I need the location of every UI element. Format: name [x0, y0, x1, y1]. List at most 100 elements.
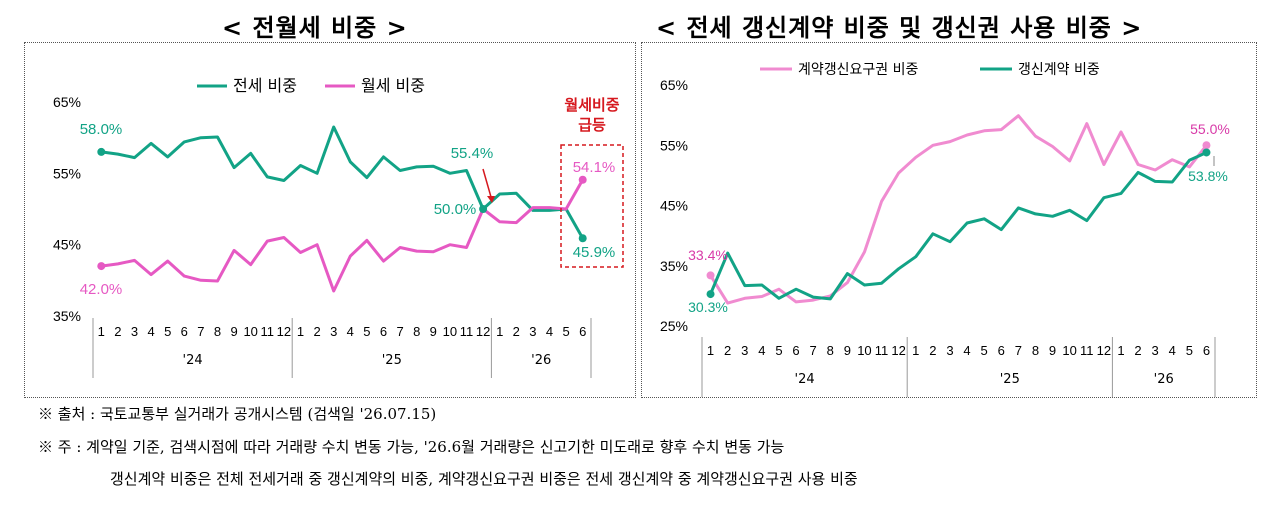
series-line-2	[709, 151, 1208, 301]
x-tick-label: 6	[380, 324, 387, 339]
source-note: ※ 출처 : 국토교통부 실거래가 공개시스템 (검색일 '26.07.15)	[38, 405, 437, 423]
x-year-label: '24	[795, 372, 815, 387]
data-point	[578, 175, 587, 184]
x-tick-label: 5	[363, 324, 370, 339]
x-tick-label: 3	[741, 343, 748, 358]
y-tick-label: 65%	[660, 77, 688, 93]
x-tick-label: 9	[230, 324, 237, 339]
x-tick-label: 5	[981, 343, 988, 358]
x-tick-label: 5	[562, 324, 569, 339]
right-chart-title: < 전세 갱신계약 비중 및 갱신권 사용 비중 >	[656, 14, 1143, 42]
series-line-1	[709, 114, 1208, 305]
x-year-label: '25	[1000, 372, 1020, 387]
right-chart: 65%55%45%35%25%'24'25'261 2 3 4 5 6 7 8 9 10 11 12 1…	[660, 62, 1230, 397]
x-tick-label: 2	[313, 324, 320, 339]
x-tick-label: 2	[513, 324, 520, 339]
x-tick-label: 12	[891, 343, 905, 358]
x-tick-label: 1	[297, 324, 304, 339]
annotation-label: 급등	[578, 116, 606, 134]
data-label: 55.4%	[451, 145, 494, 162]
x-tick-label: 2	[114, 324, 121, 339]
footnote-2: 갱신계약 비중은 전체 전세거래 중 갱신계약의 비중, 계약갱신요구권 비중은…	[110, 470, 858, 488]
x-tick-label: 5	[1186, 343, 1193, 358]
legend-label: 계약갱신요구권 비중	[798, 62, 918, 78]
right-chart-panel: 65% 55% 45% 35% 25% '24'25'26 1 2 3 4 5 6 7 8 9 10 11 12 1…	[641, 42, 1257, 398]
x-tick-label: 6	[998, 343, 1005, 358]
x-tick-label: 4	[546, 324, 553, 339]
x-tick-label: 4	[963, 343, 970, 358]
footnote-1: ※ 주 : 계약일 기준, 검색시점에 따라 거래량 수치 변동 가능, '26…	[38, 438, 785, 456]
x-tick-label: 11	[875, 343, 889, 358]
data-label: 58.0%	[80, 121, 123, 138]
series-line-2	[101, 179, 585, 293]
data-point	[1202, 148, 1211, 157]
x-tick-label: 5	[164, 324, 171, 339]
x-tick-label: 10	[243, 324, 257, 339]
x-tick-label: 3	[131, 324, 138, 339]
data-label: 53.8%	[1188, 168, 1228, 184]
x-tick-label: 7	[1015, 343, 1022, 358]
x-year-label: '26	[1154, 372, 1174, 387]
x-tick-label: 12	[1097, 343, 1111, 358]
data-point	[97, 262, 106, 271]
x-tick-label: 11	[261, 324, 275, 339]
x-tick-label: 8	[827, 343, 834, 358]
data-label: 55.0%	[1190, 121, 1230, 137]
data-label: 30.3%	[688, 299, 728, 315]
series-line-1	[101, 125, 585, 239]
x-tick-label: 3	[1152, 343, 1159, 358]
x-tick-label: 1	[1117, 343, 1124, 358]
x-tick-label: 6	[579, 324, 586, 339]
legend-label: 월세 비중	[361, 76, 425, 95]
y-tick-label: 35%	[660, 258, 688, 274]
x-tick-label: 1	[707, 343, 714, 358]
x-tick-label: 3	[529, 324, 536, 339]
x-tick-label: 2	[1134, 343, 1141, 358]
x-tick-label: 8	[214, 324, 221, 339]
x-tick-label: 3	[946, 343, 953, 358]
legend-label: 전세 비중	[233, 76, 297, 95]
annotation-box	[560, 144, 624, 268]
y-tick-label: 25%	[660, 318, 688, 334]
data-label: 50.0%	[434, 201, 477, 218]
y-tick-label: 55%	[660, 137, 688, 153]
annotation-label: 월세비중	[564, 96, 619, 114]
x-tick-label: 8	[413, 324, 420, 339]
x-tick-label: 10	[1062, 343, 1076, 358]
data-point	[706, 271, 715, 280]
x-tick-label: 6	[792, 343, 799, 358]
left-chart: 65%55%45%35%'24'25'261 2 3 4 5 6 7 8 9 10 11 12 1 2 3 4…	[53, 76, 624, 378]
x-year-label: '26	[531, 353, 551, 368]
data-point	[1202, 141, 1211, 150]
data-point	[97, 147, 106, 156]
x-year-label: '25	[382, 353, 402, 368]
x-tick-label: 9	[1049, 343, 1056, 358]
x-tick-label: 9	[844, 343, 851, 358]
x-tick-label: 4	[347, 324, 354, 339]
y-tick-label: 55%	[53, 165, 81, 181]
x-tick-label: 6	[181, 324, 188, 339]
data-point	[706, 290, 715, 299]
y-tick-label: 45%	[53, 237, 81, 253]
x-tick-label: 8	[1032, 343, 1039, 358]
x-tick-label: 4	[1169, 343, 1176, 358]
y-tick-label: 35%	[53, 308, 81, 324]
x-year-label: '24	[183, 353, 203, 368]
x-tick-label: 1	[912, 343, 919, 358]
x-tick-label: 1	[496, 324, 503, 339]
data-label: 54.1%	[573, 159, 616, 176]
x-tick-label: 4	[758, 343, 765, 358]
y-tick-label: 65%	[53, 94, 81, 110]
x-tick-label: 4	[147, 324, 154, 339]
x-tick-label: 2	[724, 343, 731, 358]
x-tick-label: 11	[1080, 343, 1094, 358]
x-tick-label: 2	[929, 343, 936, 358]
x-tick-label: 9	[430, 324, 437, 339]
left-chart-title: < 전월세 비중 >	[222, 14, 408, 42]
legend-label: 갱신계약 비중	[1018, 62, 1100, 78]
x-tick-label: 10	[443, 324, 457, 339]
data-point	[479, 205, 488, 213]
left-chart-panel: 65% 55% 45% 35% '24'25'26 1 2 3 4 5 6 7 8 9 10 11 12 1 2 3 4…	[24, 42, 636, 398]
x-tick-label: 7	[197, 324, 204, 339]
arrow-head	[487, 196, 495, 203]
